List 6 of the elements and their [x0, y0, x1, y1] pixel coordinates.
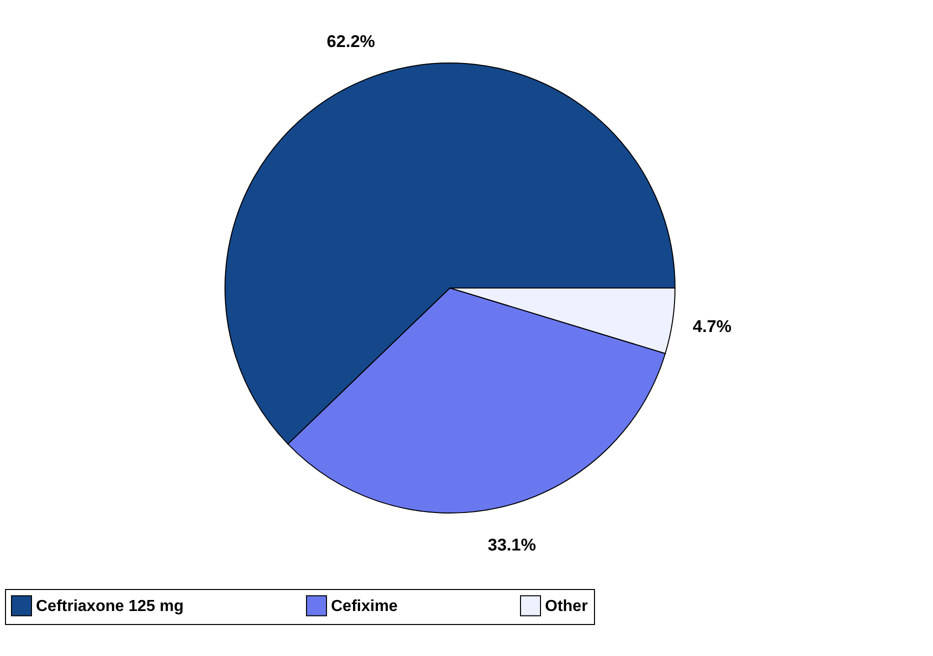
data-label: 62.2%: [326, 32, 375, 52]
legend-label: Cefixime: [331, 598, 398, 615]
legend-label: Ceftriaxone 125 mg: [36, 598, 184, 615]
data-label: 4.7%: [692, 316, 732, 336]
data-label: 33.1%: [488, 536, 536, 555]
legend-label: Other: [545, 598, 588, 615]
